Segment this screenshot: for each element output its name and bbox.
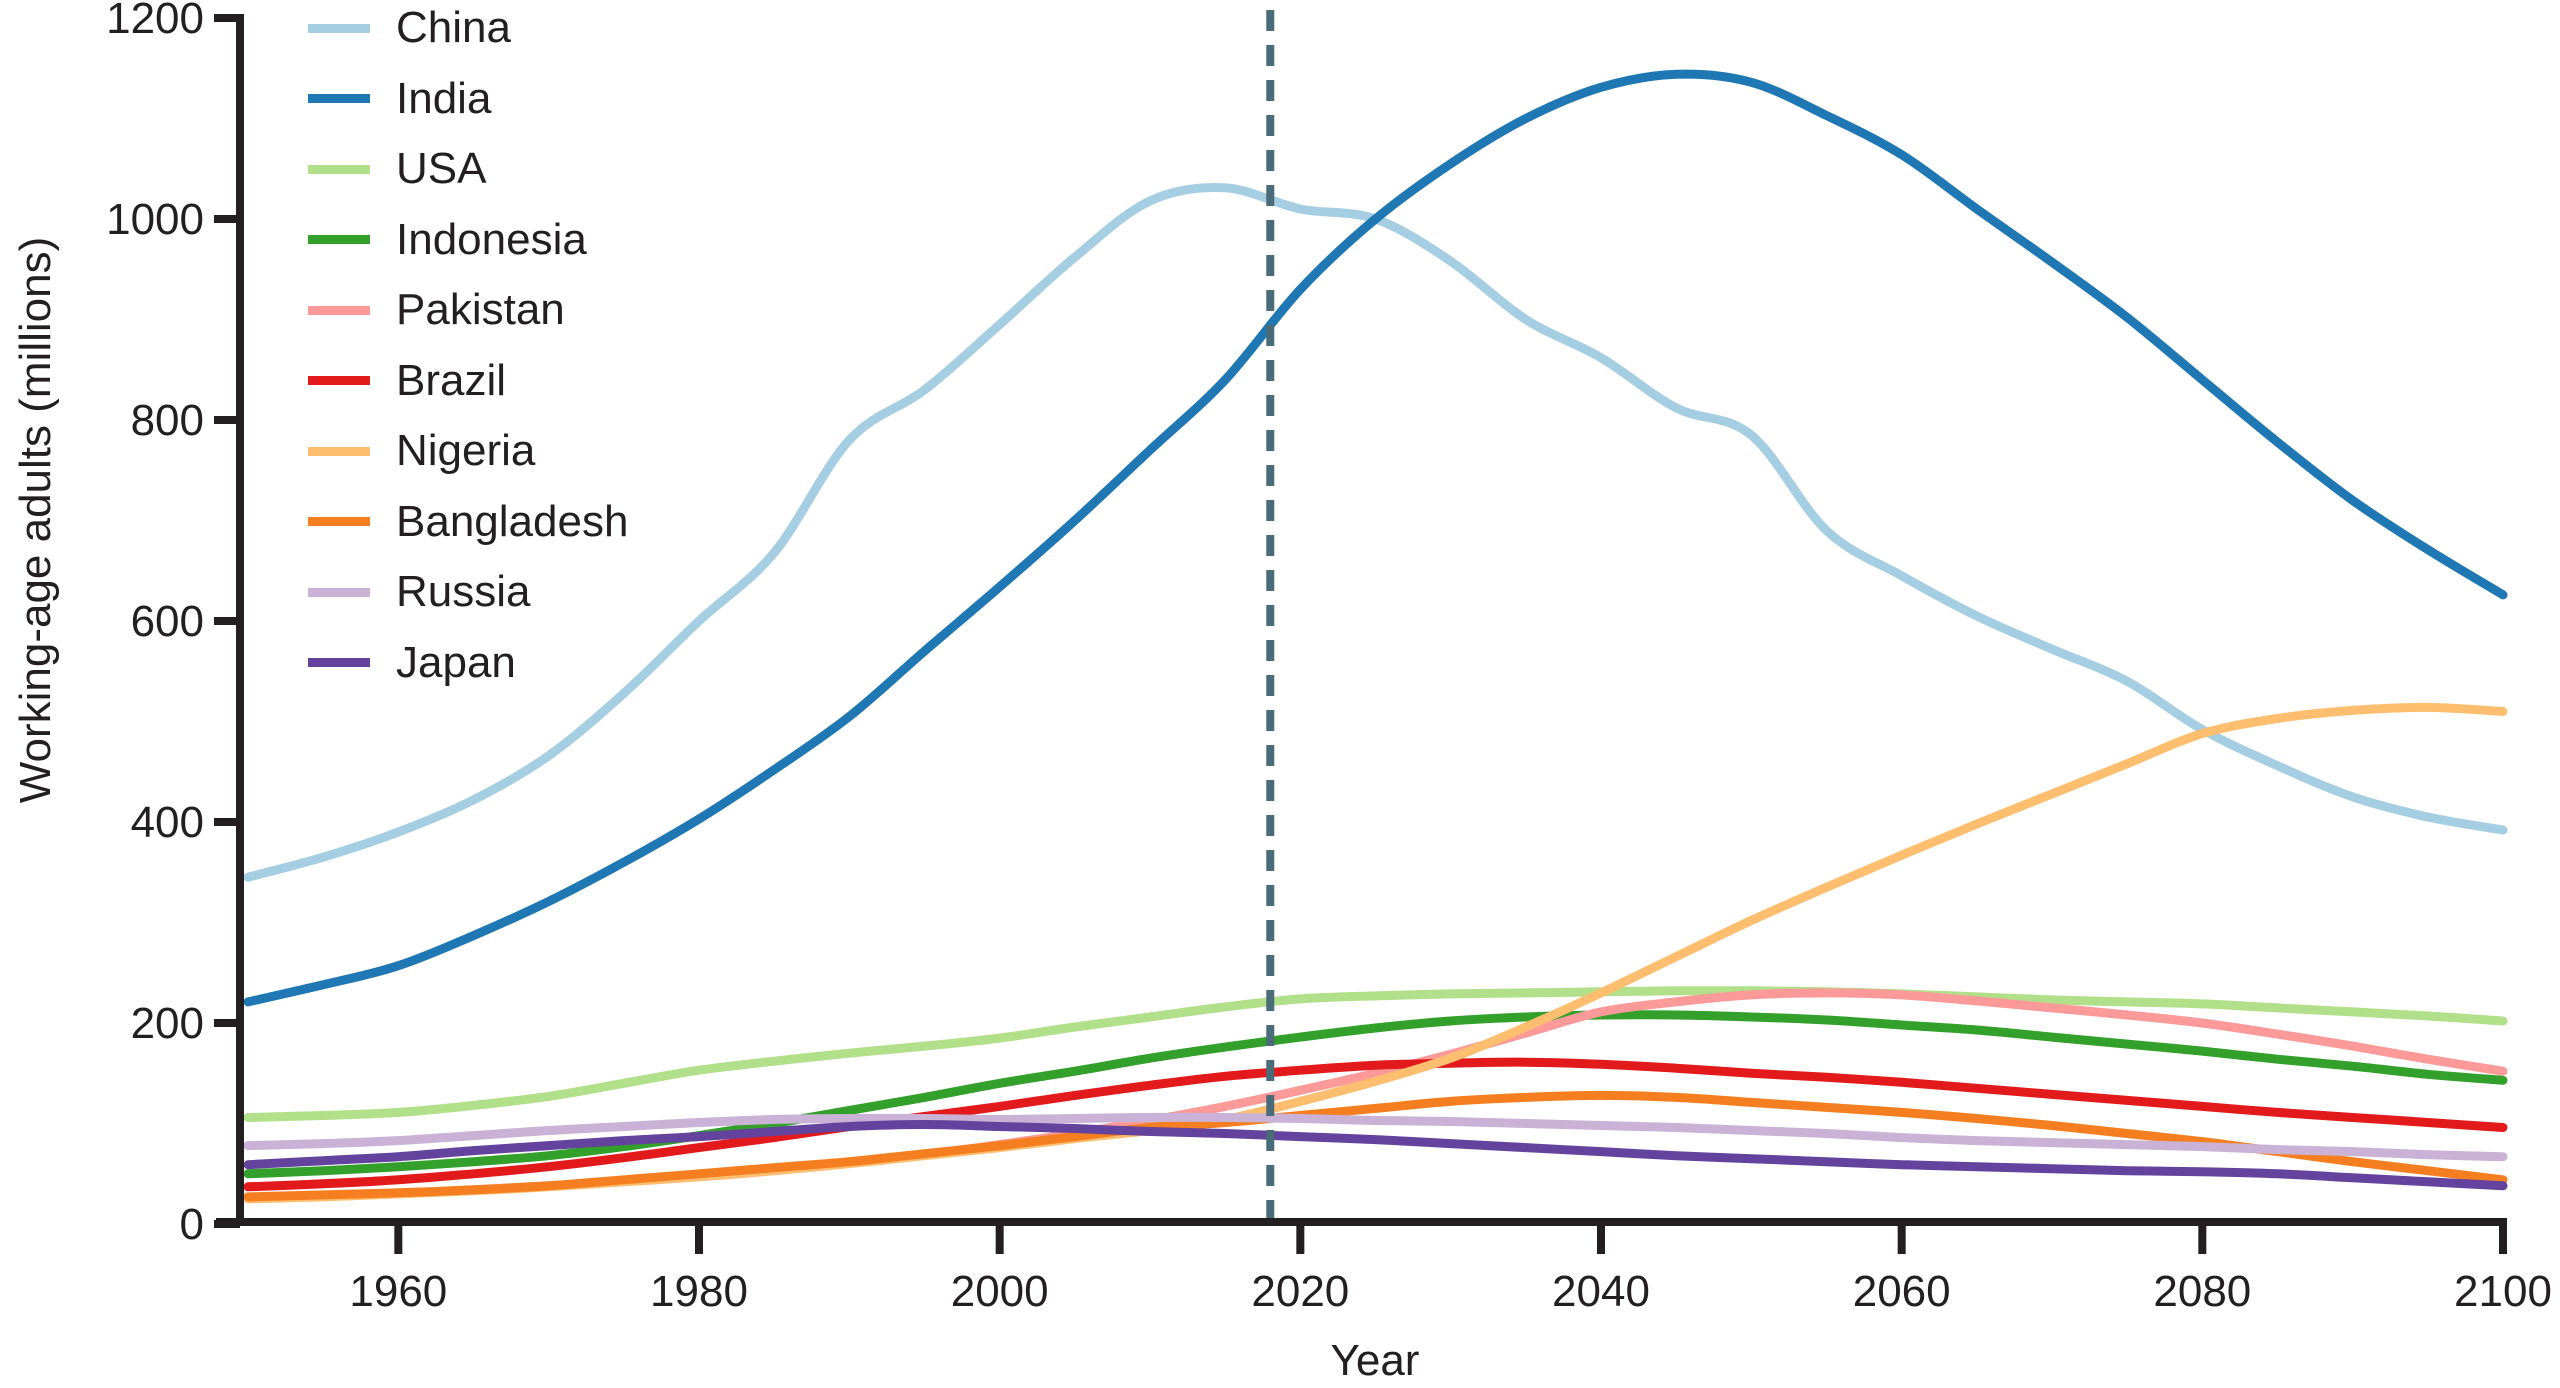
series-line-japan — [243, 1119, 2508, 1191]
legend-swatch-china — [308, 23, 370, 33]
y-tick-label: 400 — [131, 798, 204, 847]
legend-label: Brazil — [396, 355, 507, 405]
x-tick-label: 2020 — [1251, 1267, 1349, 1316]
y-axis-title: Working-age adults (millions) — [11, 236, 60, 804]
y-tick-label: 200 — [131, 999, 204, 1048]
legend-item-pakistan: Pakistan — [308, 275, 628, 346]
legend-item-usa: USA — [308, 134, 628, 205]
legend-label: USA — [396, 144, 487, 194]
legend-item-nigeria: Nigeria — [308, 416, 628, 487]
series-line-india — [243, 69, 2508, 1007]
series-line-russia — [243, 1112, 2508, 1162]
legend-swatch-russia — [308, 587, 370, 597]
legend-swatch-indonesia — [308, 235, 370, 245]
y-tick-label: 600 — [131, 597, 204, 646]
y-tick-label: 800 — [131, 396, 204, 445]
legend-label: China — [396, 3, 511, 53]
legend-label: Russia — [396, 567, 531, 617]
x-tick-label: 1980 — [650, 1267, 748, 1316]
legend-label: Japan — [396, 637, 516, 687]
legend-swatch-usa — [308, 164, 370, 174]
x-tick-label: 2100 — [2454, 1267, 2552, 1316]
x-tick-label: 2060 — [1853, 1267, 1951, 1316]
legend-swatch-bangladesh — [308, 517, 370, 527]
series-line-bangladesh — [243, 1090, 2508, 1202]
y-tick-label: 1200 — [106, 0, 204, 43]
x-tick-label: 2080 — [2153, 1267, 2251, 1316]
legend-label: Nigeria — [396, 426, 536, 476]
legend-label: India — [396, 73, 492, 123]
legend-label: Bangladesh — [396, 496, 629, 546]
legend-item-india: India — [308, 64, 628, 135]
legend-label: Indonesia — [396, 214, 587, 264]
legend-item-china: China — [308, 0, 628, 64]
legend-swatch-japan — [308, 658, 370, 668]
legend-swatch-pakistan — [308, 305, 370, 315]
legend-swatch-india — [308, 94, 370, 104]
y-tick-label: 0 — [180, 1200, 204, 1249]
series-line-indonesia — [243, 1010, 2508, 1179]
y-tick-label: 1000 — [106, 195, 204, 244]
x-axis-title: Year — [1330, 1336, 1420, 1385]
chart-legend: China India USA Indonesia Pakistan Brazi… — [308, 0, 628, 698]
series-line-usa — [243, 986, 2508, 1122]
legend-label: Pakistan — [396, 285, 565, 335]
x-tick-label: 2000 — [951, 1267, 1049, 1316]
legend-item-brazil: Brazil — [308, 346, 628, 417]
legend-item-russia: Russia — [308, 557, 628, 628]
x-tick-label: 2040 — [1552, 1267, 1650, 1316]
series-line-brazil — [243, 1057, 2508, 1192]
legend-swatch-brazil — [308, 376, 370, 386]
legend-item-indonesia: Indonesia — [308, 205, 628, 276]
legend-item-bangladesh: Bangladesh — [308, 487, 628, 558]
legend-swatch-nigeria — [308, 446, 370, 456]
x-tick-label: 1960 — [349, 1267, 447, 1316]
legend-item-japan: Japan — [308, 628, 628, 699]
